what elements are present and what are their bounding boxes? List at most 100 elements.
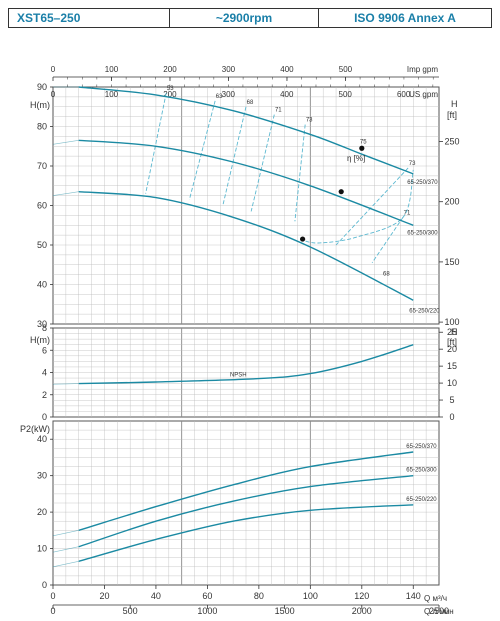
us-gpm-label: US gpm: [409, 90, 438, 99]
imp-gpm-tick-label: 400: [280, 65, 294, 74]
imp-gpm-ticks: 0 100 200 300 400 500: [51, 65, 434, 81]
series-label: 65-250/300: [407, 230, 438, 236]
q-lmin-tick-label: 1500: [275, 606, 295, 616]
head-ylabel-right-ft: [ft]: [447, 110, 457, 120]
us-gpm-tick-label: 100: [105, 90, 119, 99]
npsh-y-tick-label: 2: [42, 390, 47, 400]
series-label: NPSH: [230, 372, 247, 378]
series-label: 65-250/370: [407, 180, 438, 186]
head-y-tick-label: 30: [37, 319, 47, 329]
imp-gpm-tick-label: 0: [51, 65, 56, 74]
q-m3h-tick-label: 60: [202, 591, 212, 601]
duty-point: [359, 145, 365, 151]
us-gpm-ticks: 0 100 200 300 400 500 600: [51, 84, 434, 99]
us-gpm-tick-label: 500: [339, 90, 353, 99]
imp-gpm-tick-label: 200: [163, 65, 177, 74]
efficiency-label: η [%]: [347, 154, 365, 163]
head-ylabel-right-h: H: [451, 99, 458, 109]
duty-point: [300, 236, 306, 242]
series-lead-line: [52, 530, 79, 537]
head-y-tick-label: 80: [37, 122, 47, 132]
q-m3h-tick-label: 140: [406, 591, 421, 601]
npsh-y-tick-label: 4: [42, 368, 47, 378]
head-y-tick-label: 60: [37, 201, 47, 211]
q-lmin-tick-label: 0: [50, 606, 55, 616]
efficiency-value-label: 63: [216, 94, 223, 100]
head-ft-tick-label: 100: [444, 317, 459, 327]
series-line: [78, 475, 414, 548]
series-line: [78, 451, 414, 531]
grid: [53, 87, 439, 585]
series-line: [78, 504, 414, 562]
q-m3h-ticks: 0 20 40 60 80 100 120 140: [50, 585, 421, 601]
efficiency-dashed-line: [371, 217, 404, 264]
q-lmin-tick-label: 500: [123, 606, 138, 616]
head-curves: 65-250/370 65-250/300 65-250/220: [52, 86, 440, 314]
q-m3h-tick-label: 100: [303, 591, 318, 601]
us-gpm-tick-label: 0: [51, 90, 56, 99]
npsh-curves: NPSH: [52, 344, 414, 385]
efficiency-dashed-line: [294, 124, 306, 222]
head-ft-tick-label: 150: [444, 257, 459, 267]
npsh-y-tick-label: 0: [42, 412, 47, 422]
speed-label: ~2900rpm: [215, 11, 273, 25]
npsh-y-tick-label: 8: [42, 323, 47, 333]
series-line: [78, 139, 414, 226]
imp-gpm-tick-label: 500: [339, 65, 353, 74]
power-y-tick-label: 10: [37, 544, 47, 554]
standard-label: ISO 9906 Annex A: [354, 11, 456, 25]
q-m3h-tick-label: 20: [99, 591, 109, 601]
duty-point: [338, 189, 344, 195]
npsh-yticks: 0 2 4 6 8: [42, 323, 53, 422]
series-label: 65-250/220: [409, 308, 440, 314]
efficiency-value-label: 73: [409, 161, 416, 167]
head-ft-tick-label: 200: [444, 197, 459, 207]
imp-gpm-label: Imp gpm: [407, 65, 438, 74]
power-curves: 65-250/370 65-250/300 65-250/220: [52, 444, 437, 568]
series-lead-line: [52, 561, 79, 568]
npsh-ylabel-right-h: H: [451, 327, 458, 337]
npsh-ft-tick-label: 5: [449, 395, 454, 405]
q-lmin-tick-label: 2500: [429, 606, 449, 616]
us-gpm-tick-label: 600: [397, 90, 411, 99]
series-lead-line: [52, 383, 79, 385]
series-line: [78, 191, 414, 301]
model-label: XST65–250: [17, 11, 81, 25]
efficiency-value-label: 75: [360, 139, 367, 145]
head-yticks: 30 40 50 60 70 80 90: [37, 82, 53, 329]
head-y-tick-label: 40: [37, 280, 47, 290]
header-standard: ISO 9906 Annex A: [318, 8, 492, 28]
q-m3h-label: Q м³/ч: [424, 594, 447, 603]
series-label: 65-250/300: [406, 468, 437, 474]
imp-gpm-tick-label: 300: [222, 65, 236, 74]
power-y-tick-label: 30: [37, 471, 47, 481]
head-ft-tick-label: 250: [444, 137, 459, 147]
q-m3h-tick-label: 40: [151, 591, 161, 601]
efficiency-dashed-line: [222, 106, 247, 206]
us-gpm-tick-label: 200: [163, 90, 177, 99]
head-y-tick-label: 50: [37, 240, 47, 250]
head-y-tick-label: 90: [37, 82, 47, 92]
head-ylabel-left: H(m): [30, 100, 50, 110]
power-y-tick-label: 20: [37, 507, 47, 517]
series-line: [78, 86, 414, 175]
q-lmin-label: Q л/мин: [424, 607, 454, 616]
q-m3h-tick-label: 0: [50, 591, 55, 601]
npsh-y-tick-label: 6: [42, 345, 47, 355]
efficiency-envelope-line: [299, 169, 414, 244]
power-y-tick-label: 40: [37, 434, 47, 444]
us-gpm-tick-label: 300: [222, 90, 236, 99]
q-m3h-tick-label: 120: [354, 591, 369, 601]
npsh-ylabel-left: H(m): [30, 335, 50, 345]
efficiency-dashed-line: [250, 114, 275, 212]
series-line: [78, 344, 414, 385]
npsh-ylabel-right-ft: [ft]: [447, 337, 457, 347]
power-ylabel-left: P2(kW): [20, 424, 50, 434]
efficiency-value-label: 68: [247, 100, 254, 106]
head-y-tick-label: 70: [37, 161, 47, 171]
power-yticks: 0 10 20 30 40: [37, 434, 53, 590]
efficiency-value-label: 73: [306, 118, 313, 124]
series-lead-line: [52, 546, 79, 553]
power-y-tick-label: 0: [42, 580, 47, 590]
